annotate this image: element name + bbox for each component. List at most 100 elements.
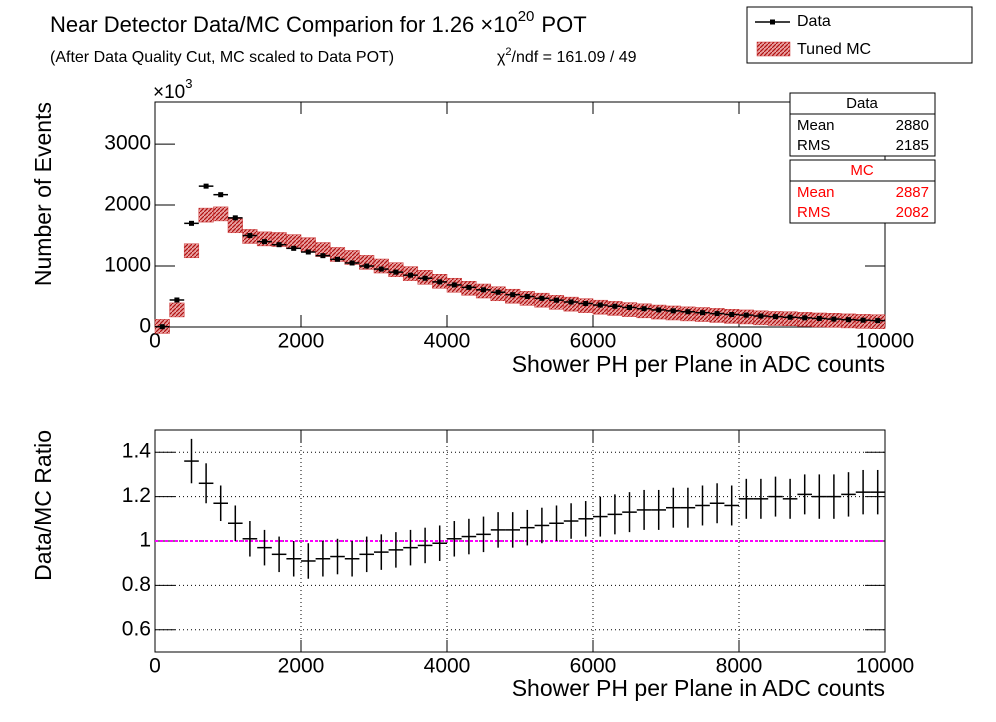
y-multiplier: ×103: [153, 76, 192, 103]
chi2-symbol: χ: [497, 49, 506, 66]
y-tick-label: 3000: [104, 132, 151, 155]
title-text: Near Detector Data/MC Comparion for 1.26…: [50, 12, 518, 37]
data-point: [510, 292, 516, 298]
chart-title: Near Detector Data/MC Comparion for 1.26…: [50, 8, 587, 37]
data-point: [218, 192, 224, 198]
x-tick-label: 2000: [278, 655, 325, 678]
data-point: [539, 295, 545, 301]
legend-swatch: [756, 41, 791, 57]
y-tick-label: 0.6: [122, 617, 151, 640]
data-point: [408, 272, 413, 278]
y-tick-label: 1.2: [122, 484, 151, 507]
data-point: [714, 311, 720, 317]
x-tick-label: 6000: [570, 655, 617, 678]
data-point: [656, 307, 662, 313]
x-tick-label: 0: [149, 655, 161, 678]
data-point: [875, 318, 881, 324]
title-superscript: 20: [518, 8, 535, 25]
mc-bin: [183, 243, 200, 259]
x-tick-label: 4000: [424, 330, 471, 353]
x-tick-label: 8000: [716, 655, 763, 678]
title-suffix: POT: [541, 12, 586, 37]
data-point: [466, 284, 472, 290]
data-point: [422, 275, 428, 281]
data-point: [846, 317, 851, 323]
data-point: [349, 260, 355, 266]
data-point: [437, 279, 443, 285]
data-point: [174, 297, 180, 303]
y-tick-label: 1000: [104, 254, 151, 277]
subtitle: (After Data Quality Cut, MC scaled to Da…: [50, 49, 394, 66]
legend-label: Tuned MC: [797, 41, 871, 58]
data-point: [189, 220, 194, 226]
data-point: [378, 266, 384, 272]
x-tick-label: 2000: [278, 330, 325, 353]
stats-value: 2082: [896, 204, 929, 221]
data-point: [203, 183, 209, 189]
legend-label: Data: [797, 13, 831, 30]
data-point: [393, 269, 399, 275]
chi2-text: /ndf = 161.09 / 49: [512, 49, 637, 66]
data-point: [627, 304, 632, 310]
data-point: [597, 302, 603, 308]
data-point: [568, 299, 574, 305]
data-point: [247, 233, 253, 239]
x-tick-label: 4000: [424, 655, 471, 678]
data-point: [262, 239, 267, 245]
x-tick-label: 6000: [570, 330, 617, 353]
data-point: [816, 315, 822, 321]
data-point: [291, 245, 297, 251]
data-point: [685, 309, 691, 315]
mc-bin: [213, 206, 229, 222]
stats-value: 2880: [896, 117, 929, 134]
y-tick-label: 0.8: [122, 573, 151, 596]
y-tick-label: 1: [139, 529, 151, 552]
stats-name: RMS: [797, 204, 830, 221]
stats-name: Mean: [797, 117, 835, 134]
data-point: [787, 314, 793, 320]
data-point: [232, 215, 238, 221]
y-tick-label: 0: [139, 315, 151, 338]
y-tick-label: 2000: [104, 193, 151, 216]
data-point: [758, 313, 764, 319]
stats-name: Mean: [797, 184, 835, 201]
stats-value: 2185: [896, 137, 929, 154]
data-point: [743, 312, 749, 318]
data-point: [670, 308, 676, 314]
data-point: [481, 287, 486, 293]
chi2-superscript: 2: [505, 46, 511, 58]
legend-marker: [770, 19, 775, 25]
stats-value: 2887: [896, 184, 929, 201]
mc-bin: [227, 218, 243, 234]
data-point: [554, 297, 559, 303]
data-point: [364, 263, 370, 269]
x-axis-title: Shower PH per Plane in ADC counts: [512, 351, 885, 377]
data-point: [335, 256, 340, 262]
data-point: [612, 303, 618, 309]
data-point: [495, 289, 501, 295]
x-tick-label: 10000: [856, 330, 914, 353]
data-point: [831, 316, 837, 322]
x-tick-label: 0: [149, 330, 161, 353]
mc-bin: [198, 207, 214, 223]
data-point: [802, 315, 808, 321]
data-point: [320, 253, 326, 259]
data-point: [524, 294, 530, 300]
data-point: [700, 310, 705, 316]
data-point: [276, 242, 282, 248]
data-point: [451, 282, 457, 288]
data-point: [159, 324, 165, 330]
mc-bin: [169, 302, 185, 318]
stats-title: MC: [850, 162, 873, 179]
data-point: [729, 312, 735, 317]
y-tick-label: 1.4: [122, 440, 152, 463]
y-multiplier-base: ×10: [153, 82, 185, 103]
data-point: [583, 301, 589, 307]
data-point: [305, 249, 311, 255]
stats-box: [789, 92, 936, 157]
y-axis-title: Data/MC Ratio: [30, 430, 56, 581]
stats-name: RMS: [797, 137, 830, 154]
y-multiplier-exponent: 3: [185, 76, 192, 91]
stats-box: [789, 159, 936, 224]
